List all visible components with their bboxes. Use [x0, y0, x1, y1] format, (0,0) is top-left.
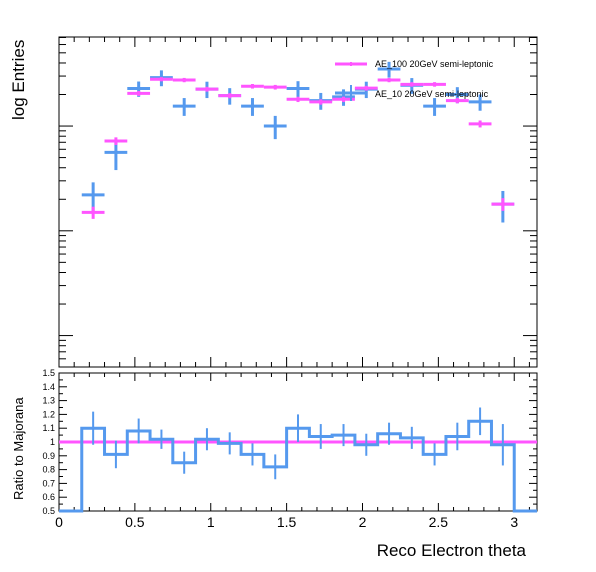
x-tick-label: 1.5 — [277, 514, 297, 530]
legend: AE_100 20GeV semi-leptonic AE_10 20GeV s… — [335, 59, 494, 101]
ratio-y-tick-label: 0.5 — [42, 506, 55, 516]
ratio-plot-data — [59, 407, 537, 513]
x-tick-label: 0 — [55, 514, 63, 530]
ratio-y-tick-label: 0.8 — [42, 465, 55, 475]
x-axis-label: Reco Electron theta — [377, 541, 527, 560]
ratio-y-tick-label: 1.3 — [42, 396, 55, 406]
ratio-y-tick-label: 0.7 — [42, 478, 55, 488]
top-plot-data — [81, 61, 515, 223]
x-tick-label: 3 — [510, 514, 518, 530]
legend-label-ae10: AE_10 20GeV semi-leptonic — [375, 89, 489, 99]
top-plot-frame — [58, 36, 538, 368]
top-axis-ticks — [58, 37, 537, 367]
ratio-y-tick-label: 1.4 — [42, 382, 55, 392]
x-tick-label: 1 — [207, 514, 215, 530]
ratio-y-tick-label: 0.9 — [42, 451, 55, 461]
legend-label-ae100: AE_100 20GeV semi-leptonic — [375, 59, 494, 69]
ratio-y-tick-label: 0.6 — [42, 492, 55, 502]
x-tick-label: 2.5 — [429, 514, 449, 530]
ratio-y-tick-label: 1.5 — [42, 368, 55, 378]
x-tick-label: 2 — [359, 514, 367, 530]
top-y-axis-label: log Entries — [9, 40, 28, 120]
ratio-y-tick-label: 1.2 — [42, 409, 55, 419]
ratio-y-tick-label: 1.1 — [42, 423, 55, 433]
x-tick-label: 0.5 — [125, 514, 145, 530]
ratio-y-axis-label: Ratio to Majorana — [11, 397, 26, 500]
ratio-y-tick-label: 1 — [50, 437, 55, 447]
